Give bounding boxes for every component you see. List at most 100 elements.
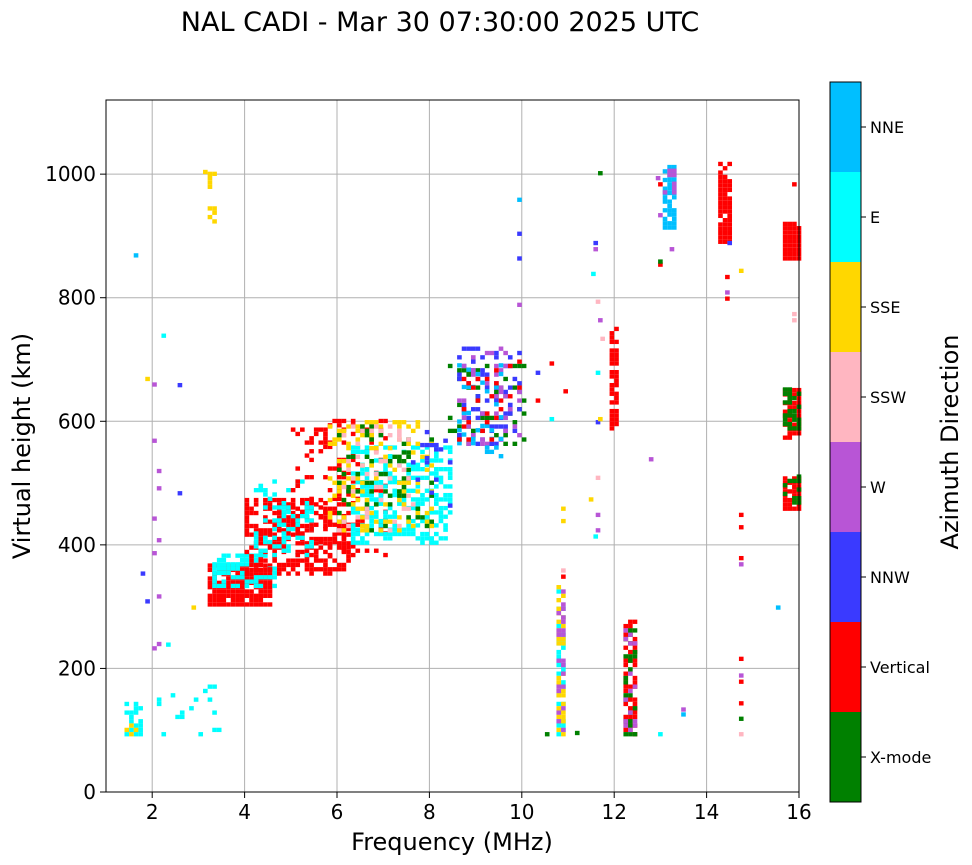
echo-point [470, 372, 476, 377]
y-tick-label: 200 [58, 656, 96, 680]
echo-point [782, 387, 788, 392]
echo-point [216, 566, 222, 571]
echo-point [318, 427, 324, 432]
echo-point [387, 514, 393, 519]
echo-point [475, 428, 481, 433]
echo-point [244, 553, 250, 558]
echo-point [662, 225, 668, 230]
echo-point [226, 589, 231, 594]
echo-point [623, 684, 629, 689]
echo-point [216, 557, 222, 563]
echo-point [447, 503, 453, 508]
echo-point [498, 454, 504, 459]
echo-point [410, 531, 416, 537]
echo-point [738, 512, 744, 518]
echo-point [355, 515, 361, 520]
echo-point [628, 693, 633, 698]
echo-point [401, 420, 407, 425]
echo-point [156, 701, 162, 707]
echo-point [152, 516, 157, 521]
echo-point [494, 433, 499, 438]
echo-point [355, 540, 361, 545]
echo-point [286, 532, 291, 537]
echo-point [350, 457, 356, 463]
echo-point [133, 253, 139, 258]
echo-point [722, 200, 728, 206]
echo-point [623, 645, 629, 650]
echo-point [787, 408, 793, 414]
echo-point [681, 707, 686, 712]
echo-point [364, 506, 370, 511]
echo-point [355, 531, 361, 537]
echo-point [662, 186, 668, 191]
echo-point [609, 417, 615, 422]
echo-point [718, 222, 723, 227]
echo-point [360, 449, 365, 455]
echo-point [787, 387, 793, 392]
echo-point [420, 449, 425, 455]
echo-point [350, 540, 356, 545]
echo-point [350, 523, 356, 528]
echo-point [226, 570, 231, 576]
echo-point [787, 230, 793, 235]
echo-point [443, 514, 448, 519]
echo-point [429, 510, 435, 515]
echo-point [420, 492, 425, 498]
echo-point [782, 391, 788, 396]
echo-point [239, 562, 245, 567]
echo-point [632, 732, 638, 737]
echo-point [129, 727, 134, 733]
echo-point [415, 501, 421, 506]
echo-point [494, 411, 499, 416]
echo-point [318, 513, 324, 519]
echo-point [177, 491, 183, 496]
echo-point [212, 710, 217, 715]
echo-point [457, 419, 462, 424]
echo-point [327, 424, 333, 429]
echo-point [304, 558, 310, 563]
echo-point [722, 226, 728, 231]
echo-point [350, 418, 356, 424]
echo-point [281, 567, 287, 572]
echo-point [648, 457, 654, 462]
echo-point [792, 476, 797, 481]
x-tick-label: 12 [601, 800, 626, 824]
grid [106, 100, 800, 793]
echo-point [489, 449, 495, 455]
echo-point [272, 526, 277, 532]
echo-point [556, 727, 562, 733]
echo-point [364, 492, 370, 498]
echo-point [429, 437, 435, 442]
echo-point [461, 415, 467, 421]
echo-point [512, 424, 518, 429]
echo-point [632, 658, 638, 663]
echo-point [574, 730, 580, 736]
echo-point [300, 427, 305, 432]
echo-point [383, 514, 388, 519]
echo-point [253, 535, 259, 540]
echo-point [655, 175, 661, 181]
echo-point [628, 719, 633, 724]
echo-point [230, 602, 236, 607]
echo-point [290, 567, 296, 572]
echo-point [498, 389, 504, 395]
echo-point [410, 523, 416, 529]
echo-point [494, 424, 499, 429]
echo-point [263, 535, 268, 540]
echo-point [623, 693, 629, 698]
echo-point [718, 230, 723, 236]
echo-point [609, 391, 615, 396]
echo-point [267, 506, 273, 511]
echo-point [593, 240, 599, 246]
echo-point [561, 602, 566, 607]
echo-point [212, 566, 217, 571]
echo-point [267, 545, 273, 550]
echo-point [406, 476, 411, 481]
echo-point [401, 531, 407, 537]
echo-point [191, 605, 197, 610]
echo-point [387, 424, 393, 429]
echo-point [561, 706, 566, 711]
echo-point [461, 346, 467, 351]
echo-point [341, 475, 347, 480]
